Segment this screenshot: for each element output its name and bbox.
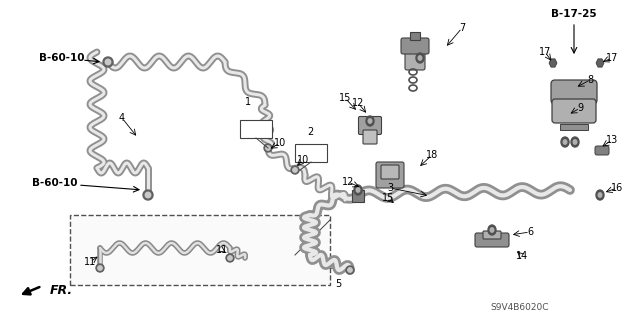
FancyBboxPatch shape xyxy=(405,48,425,70)
Ellipse shape xyxy=(105,59,111,65)
Text: 12: 12 xyxy=(342,177,354,187)
Ellipse shape xyxy=(561,137,569,147)
Ellipse shape xyxy=(346,266,354,274)
Ellipse shape xyxy=(293,168,297,172)
Ellipse shape xyxy=(228,256,232,260)
Text: 1: 1 xyxy=(245,97,251,107)
FancyBboxPatch shape xyxy=(381,165,399,179)
FancyBboxPatch shape xyxy=(475,233,509,247)
FancyBboxPatch shape xyxy=(483,231,501,239)
Text: FR.: FR. xyxy=(50,285,73,298)
Ellipse shape xyxy=(96,264,104,272)
Bar xyxy=(410,32,420,40)
Ellipse shape xyxy=(103,57,113,67)
Text: 3: 3 xyxy=(387,183,393,193)
FancyBboxPatch shape xyxy=(363,130,377,144)
Text: 6: 6 xyxy=(527,227,533,237)
Text: S9V4B6020C: S9V4B6020C xyxy=(490,303,548,313)
Text: 17: 17 xyxy=(539,47,551,57)
Bar xyxy=(560,124,588,130)
Text: 8: 8 xyxy=(587,75,593,85)
Text: 15: 15 xyxy=(382,193,394,203)
Text: 13: 13 xyxy=(606,135,618,145)
Text: 12: 12 xyxy=(352,98,364,108)
Text: 11: 11 xyxy=(216,245,228,255)
FancyBboxPatch shape xyxy=(376,162,404,188)
Ellipse shape xyxy=(356,188,360,192)
Ellipse shape xyxy=(416,53,424,63)
Text: 2: 2 xyxy=(307,127,313,137)
Text: 11: 11 xyxy=(84,257,96,267)
Ellipse shape xyxy=(488,225,496,235)
Ellipse shape xyxy=(596,190,604,200)
Bar xyxy=(240,120,272,138)
Ellipse shape xyxy=(143,190,153,200)
Text: 10: 10 xyxy=(274,138,286,148)
Ellipse shape xyxy=(145,192,151,198)
Polygon shape xyxy=(549,59,557,67)
Polygon shape xyxy=(596,59,604,67)
Ellipse shape xyxy=(366,116,374,126)
FancyBboxPatch shape xyxy=(401,38,429,54)
Text: 18: 18 xyxy=(426,150,438,160)
Ellipse shape xyxy=(573,140,577,144)
Ellipse shape xyxy=(98,266,102,270)
Ellipse shape xyxy=(490,228,494,232)
FancyBboxPatch shape xyxy=(551,80,597,104)
Text: 7: 7 xyxy=(459,23,465,33)
Text: B-17-25: B-17-25 xyxy=(551,9,597,19)
Text: 16: 16 xyxy=(611,183,623,193)
Text: B-60-10: B-60-10 xyxy=(39,53,84,63)
Text: 14: 14 xyxy=(516,251,528,261)
Bar xyxy=(295,144,327,162)
Text: 5: 5 xyxy=(335,279,341,289)
FancyBboxPatch shape xyxy=(358,116,381,135)
Ellipse shape xyxy=(368,119,372,123)
Ellipse shape xyxy=(598,193,602,197)
Ellipse shape xyxy=(354,185,362,195)
Ellipse shape xyxy=(264,144,272,152)
Text: 17: 17 xyxy=(606,53,618,63)
Bar xyxy=(352,190,364,202)
Ellipse shape xyxy=(571,137,579,147)
Ellipse shape xyxy=(291,166,299,174)
Ellipse shape xyxy=(266,146,270,150)
Text: 9: 9 xyxy=(577,103,583,113)
Ellipse shape xyxy=(418,56,422,60)
Ellipse shape xyxy=(226,254,234,262)
Text: B-60-10: B-60-10 xyxy=(32,178,77,188)
Text: 4: 4 xyxy=(119,113,125,123)
FancyBboxPatch shape xyxy=(552,99,596,123)
Ellipse shape xyxy=(563,140,567,144)
Bar xyxy=(70,215,330,285)
Text: 10: 10 xyxy=(297,155,309,165)
Ellipse shape xyxy=(348,268,352,272)
Text: 15: 15 xyxy=(339,93,351,103)
FancyBboxPatch shape xyxy=(595,146,609,155)
